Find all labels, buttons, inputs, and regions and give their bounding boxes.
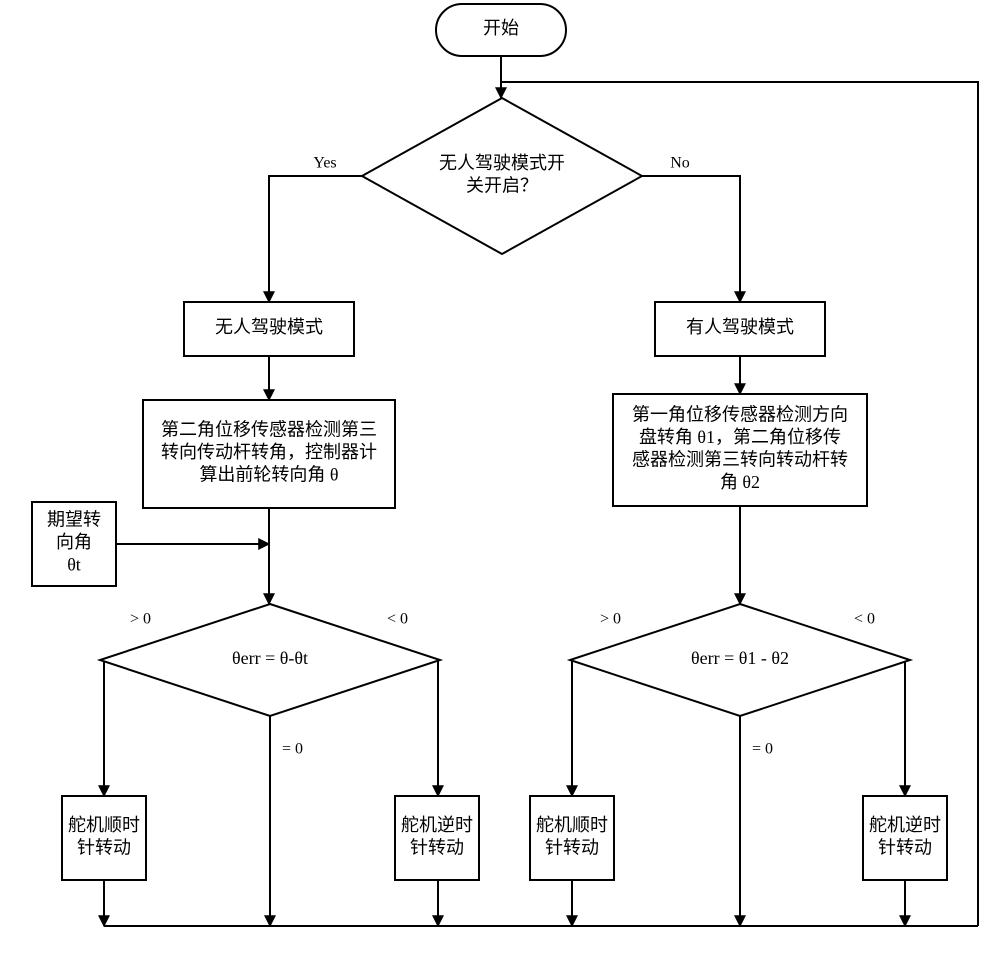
node-decision_mode: 无人驾驶模式开关开启？ — [362, 98, 642, 254]
svg-text:无人驾驶模式开: 无人驾驶模式开 — [439, 153, 565, 173]
node-start-label: 开始 — [483, 18, 519, 38]
svg-text:θerr = θ-θt: θerr = θ-θt — [232, 648, 308, 668]
decision-no: No — [642, 155, 740, 302]
node-process_right: 第一角位移传感器检测方向盘转角 θ1，第二角位移传感器检测第三转向转动杆转角 θ… — [613, 394, 867, 506]
err-right-lt0-label: < 0 — [854, 611, 875, 628]
node-decision_err_left-label: θerr = θ-θt — [232, 648, 308, 668]
flowchart-svg: YesNo> 0< 0= 0> 0< 0= 0开始无人驾驶模式开关开启？无人驾驶… — [0, 0, 1000, 977]
node-mode_unmanned-label: 无人驾驶模式 — [215, 317, 323, 337]
decision-yes-label: Yes — [313, 155, 336, 172]
node-cw_left: 舵机顺时针转动 — [62, 796, 146, 880]
err-left-gt0-label: > 0 — [130, 611, 151, 628]
decision-yes: Yes — [269, 155, 362, 302]
node-decision_err_right-label: θerr = θ1 - θ2 — [691, 648, 789, 668]
svg-text:关开启？: 关开启？ — [466, 175, 538, 195]
err-left-lt0: < 0 — [387, 611, 440, 796]
decision-no-label: No — [670, 155, 690, 172]
svg-text:θerr = θ1 - θ2: θerr = θ1 - θ2 — [691, 648, 789, 668]
node-mode_unmanned: 无人驾驶模式 — [184, 302, 354, 356]
svg-text:针转动: 针转动 — [410, 837, 464, 857]
svg-text:针转动: 针转动 — [77, 837, 131, 857]
svg-text:第二角位移传感器检测第三: 第二角位移传感器检测第三 — [161, 420, 377, 440]
svg-text:期望转: 期望转 — [47, 510, 101, 530]
svg-text:舵机顺时: 舵机顺时 — [536, 815, 608, 835]
err-left-lt0-label: < 0 — [387, 611, 408, 628]
svg-text:感器检测第三转向转动杆转: 感器检测第三转向转动杆转 — [632, 449, 848, 469]
err-left-gt0: > 0 — [100, 611, 151, 796]
node-mode_manned-label: 有人驾驶模式 — [686, 317, 794, 337]
svg-text:第一角位移传感器检测方向: 第一角位移传感器检测方向 — [632, 404, 848, 424]
err-left-eq0: = 0 — [270, 716, 303, 926]
svg-text:盘转角 θ1，第二角位移传: 盘转角 θ1，第二角位移传 — [639, 427, 841, 447]
node-start: 开始 — [436, 4, 566, 56]
node-process_left: 第二角位移传感器检测第三转向传动杆转角，控制器计算出前轮转向角 θ — [143, 400, 395, 508]
err-right-gt0-label: > 0 — [600, 611, 621, 628]
svg-text:向角: 向角 — [56, 532, 92, 552]
svg-text:针转动: 针转动 — [545, 837, 599, 857]
node-mode_manned: 有人驾驶模式 — [655, 302, 825, 356]
node-cw_right: 舵机顺时针转动 — [530, 796, 614, 880]
svg-text:舵机顺时: 舵机顺时 — [68, 815, 140, 835]
svg-text:开始: 开始 — [483, 18, 519, 38]
svg-text:舵机逆时: 舵机逆时 — [401, 815, 473, 835]
node-expect: 期望转向角 θt — [32, 502, 116, 586]
node-ccw_right: 舵机逆时针转动 — [863, 796, 947, 880]
svg-text:θt: θt — [67, 555, 81, 575]
node-ccw_left: 舵机逆时针转动 — [395, 796, 479, 880]
svg-text:有人驾驶模式: 有人驾驶模式 — [686, 317, 794, 337]
svg-text:针转动: 针转动 — [878, 837, 932, 857]
svg-text:舵机逆时: 舵机逆时 — [869, 815, 941, 835]
err-right-eq0-label: = 0 — [752, 741, 773, 758]
err-right-gt0: > 0 — [570, 611, 621, 796]
err-right-eq0: = 0 — [740, 716, 773, 926]
svg-text:算出前轮转向角 θ: 算出前轮转向角 θ — [199, 465, 338, 485]
err-right-lt0: < 0 — [854, 611, 910, 796]
svg-text:转向传动杆转角，控制器计: 转向传动杆转角，控制器计 — [161, 442, 377, 462]
svg-text:无人驾驶模式: 无人驾驶模式 — [215, 317, 323, 337]
svg-text:角 θ2: 角 θ2 — [720, 472, 760, 492]
err-left-eq0-label: = 0 — [282, 741, 303, 758]
